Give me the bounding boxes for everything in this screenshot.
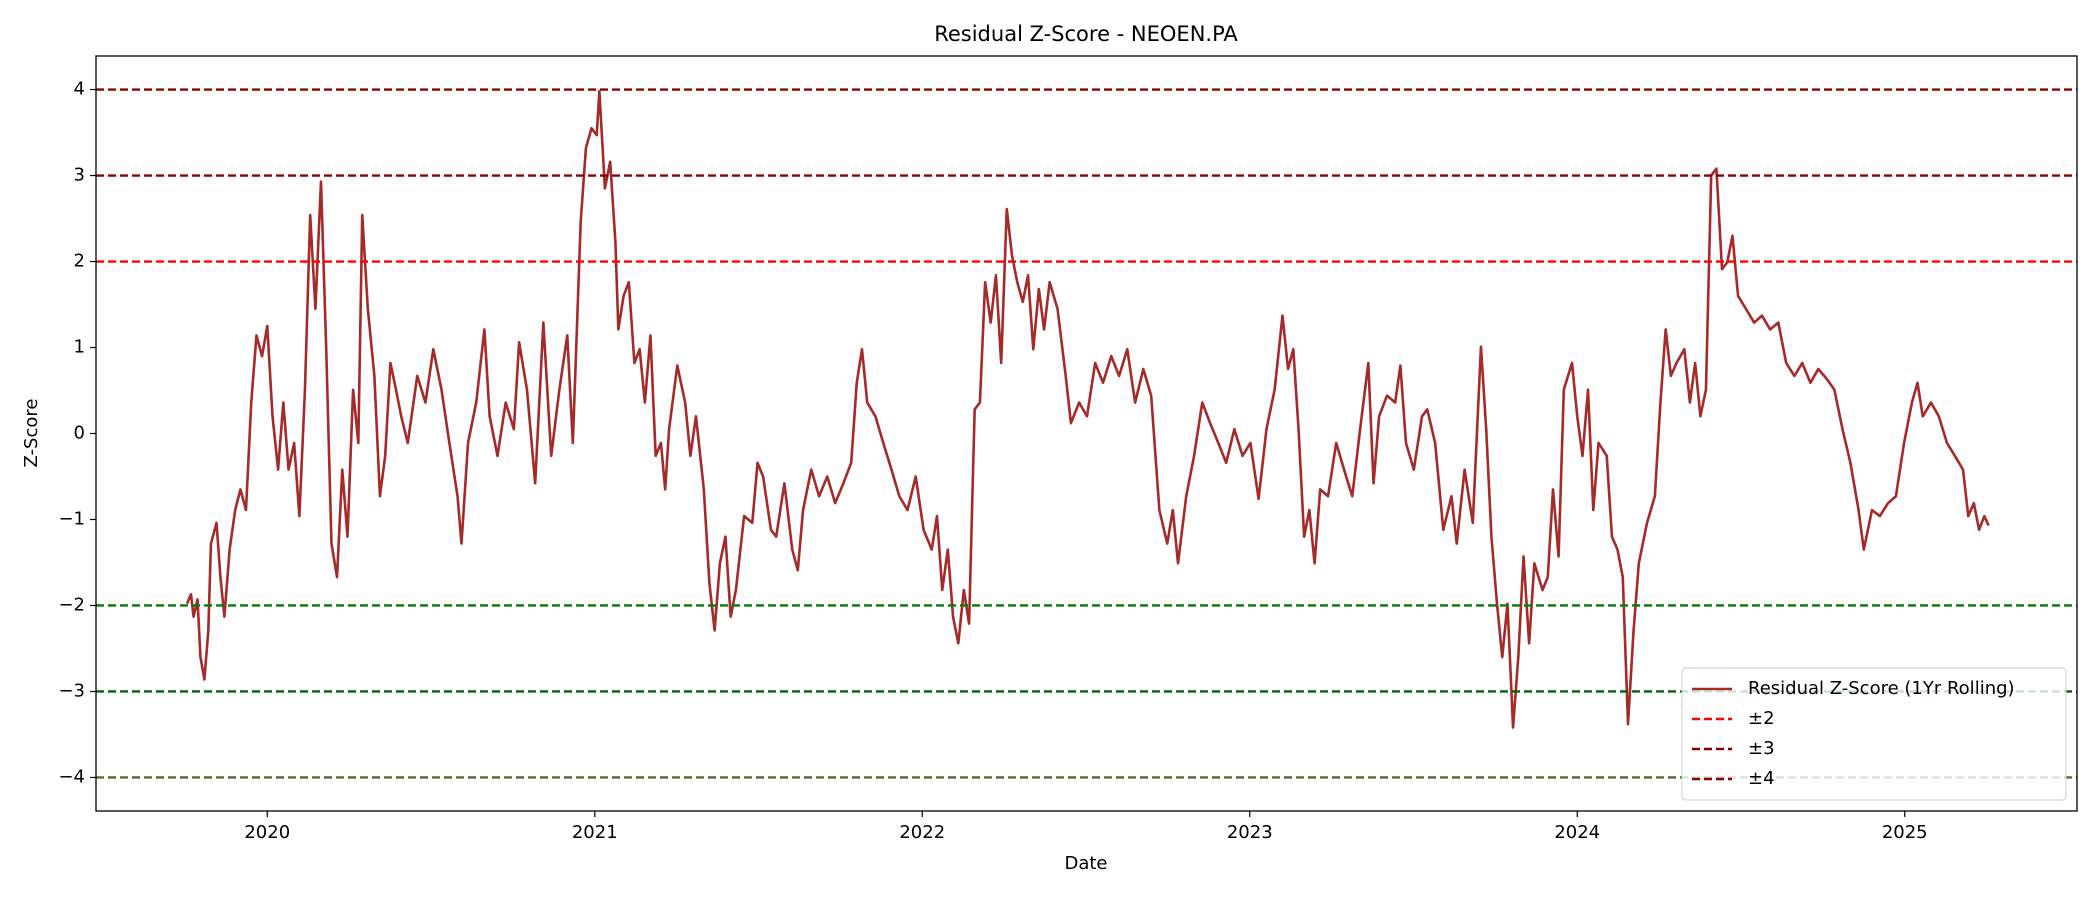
y-tick-label: 1: [74, 337, 85, 358]
data-line: [185, 89, 1990, 729]
y-axis-label: Z-Score: [21, 399, 42, 468]
x-tick-label: 2020: [244, 822, 290, 843]
legend: Residual Z-Score (1Yr Rolling) ±2 ±3 ±4: [1681, 667, 2067, 801]
x-tick-label: 2021: [572, 822, 618, 843]
legend-label: Residual Z-Score (1Yr Rolling): [1748, 678, 2015, 699]
y-tick-label: 3: [74, 165, 85, 186]
y-tick-label: −1: [58, 508, 85, 529]
legend-label: ±4: [1748, 768, 1775, 789]
y-tick-label: −3: [58, 680, 85, 701]
x-axis-label: Date: [1064, 853, 1107, 874]
plot-frame: [95, 55, 2078, 812]
y-tick-label: −2: [58, 594, 85, 615]
legend-box: [1681, 667, 2067, 801]
y-tick-label: 2: [74, 251, 85, 272]
x-tick-label: 2025: [1882, 822, 1928, 843]
x-tick-label: 2023: [1227, 822, 1273, 843]
y-tick-label: −4: [58, 766, 85, 787]
x-tick-label: 2024: [1554, 822, 1600, 843]
y-tick-label: 0: [74, 423, 85, 444]
chart-title: Residual Z-Score - NEOEN.PA: [934, 22, 1238, 46]
y-tick-label: 4: [74, 79, 85, 100]
legend-label: ±3: [1748, 738, 1775, 759]
x-tick-label: 2022: [899, 822, 945, 843]
legend-label: ±2: [1748, 708, 1775, 729]
